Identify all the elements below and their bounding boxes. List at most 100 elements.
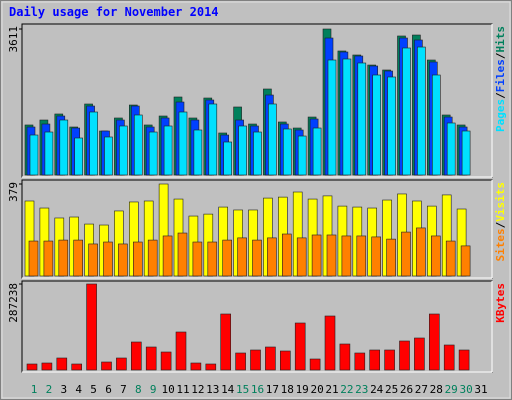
y-tick-label: 3611: [7, 26, 20, 53]
bar: [312, 127, 322, 176]
bar: [235, 352, 246, 371]
bar: [430, 235, 441, 277]
bar: [207, 241, 218, 277]
bar: [282, 128, 292, 176]
bar: [160, 351, 172, 371]
bar: [327, 59, 337, 176]
bar: [250, 349, 261, 371]
bar: [339, 343, 351, 371]
y-tick-label: 287238: [7, 283, 20, 323]
bar: [446, 122, 456, 176]
bar: [59, 119, 69, 176]
x-tick-label: 18: [281, 383, 294, 396]
x-tick-label: 15: [236, 383, 249, 396]
x-tick-label: 13: [206, 383, 219, 396]
bar: [148, 131, 158, 176]
x-tick-label: 10: [161, 383, 174, 396]
bar: [222, 239, 232, 277]
bar: [86, 283, 97, 371]
bar: [342, 58, 352, 176]
x-tick-label: 26: [400, 383, 413, 396]
bar: [28, 240, 39, 277]
x-tick-label: 22: [340, 383, 353, 396]
bar: [417, 46, 426, 176]
x-tick-label: 1: [31, 383, 38, 396]
bar: [401, 231, 411, 277]
x-tick-label: 24: [370, 383, 384, 396]
bar: [89, 111, 98, 176]
x-tick-label: 21: [325, 383, 338, 396]
bar: [443, 344, 455, 371]
legend-entry: Visits: [494, 182, 507, 222]
bar: [41, 362, 53, 371]
legend-entry: Pages: [494, 99, 507, 132]
bar: [431, 74, 441, 176]
bar: [26, 363, 38, 371]
x-tick-label: 5: [90, 383, 97, 396]
x-tick-label: 31: [474, 383, 487, 396]
x-tick-label: 17: [266, 383, 279, 396]
bar: [341, 235, 352, 277]
bar: [223, 141, 232, 176]
bar: [357, 62, 367, 176]
bar: [29, 134, 39, 176]
bar: [192, 241, 203, 277]
x-tick-label: 6: [105, 383, 112, 396]
bar: [74, 137, 83, 176]
bar: [118, 243, 128, 277]
bar: [119, 125, 128, 176]
legend-separator: /: [494, 92, 507, 99]
bar: [386, 238, 396, 277]
x-tick-label: 8: [135, 383, 142, 396]
x-tick-label: 29: [445, 383, 458, 396]
x-tick-label: 12: [191, 383, 204, 396]
legend-entry: Hits: [494, 26, 507, 53]
bar: [116, 357, 127, 371]
bar: [58, 239, 69, 277]
legend-entry: Sites: [494, 228, 507, 261]
bar: [356, 235, 367, 277]
x-tick-label: 28: [430, 383, 443, 396]
bar: [175, 331, 187, 371]
legend-separator: /: [494, 221, 507, 228]
bar: [252, 239, 262, 277]
bar: [177, 232, 188, 277]
legend: Sites/Visits: [494, 182, 507, 262]
bar: [371, 236, 382, 277]
bar: [354, 352, 366, 371]
bar: [208, 103, 218, 176]
x-tick-label: 16: [251, 383, 264, 396]
x-tick-label: 20: [310, 383, 323, 396]
x-tick-label: 7: [120, 383, 127, 396]
legend: KBytes: [494, 283, 507, 323]
bar: [324, 315, 336, 371]
bar: [163, 125, 173, 176]
x-tick-label: 27: [415, 383, 428, 396]
legend: Pages/Files/Hits: [494, 26, 507, 132]
x-tick-label: 14: [221, 383, 235, 396]
legend-separator: /: [494, 52, 507, 59]
bar: [178, 111, 188, 176]
bar: [296, 237, 307, 277]
bar: [134, 114, 143, 176]
x-tick-label: 9: [150, 383, 157, 396]
bar: [103, 241, 113, 277]
chart-title: Daily usage for November 2014: [9, 5, 219, 19]
bar: [416, 227, 426, 277]
bar: [311, 234, 322, 277]
bar: [326, 234, 337, 277]
bar: [133, 241, 143, 277]
x-tick-label: 19: [296, 383, 309, 396]
legend-entry: Files: [494, 59, 507, 92]
bar: [131, 341, 142, 371]
bar: [387, 76, 396, 176]
bar: [458, 349, 470, 371]
bar: [461, 130, 471, 176]
bar: [56, 357, 68, 371]
bar: [460, 245, 471, 277]
bar: [297, 135, 307, 176]
bar: [281, 233, 292, 277]
x-tick-label: 2: [46, 383, 53, 396]
